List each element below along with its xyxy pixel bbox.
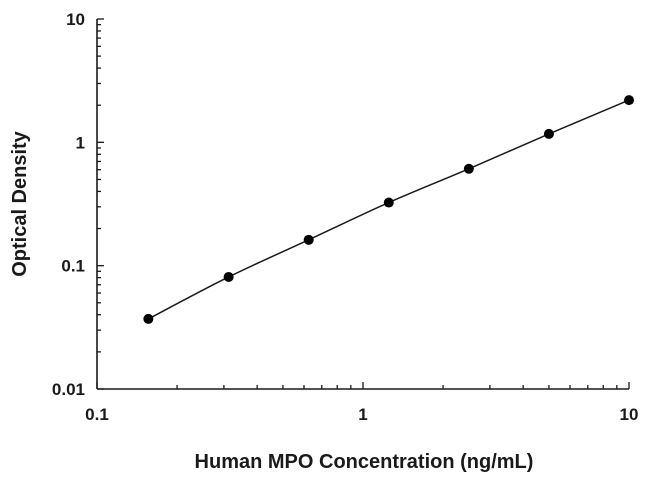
y-axis-title: Optical Density: [9, 130, 31, 276]
x-tick-label: 1: [358, 405, 367, 424]
data-point: [303, 234, 314, 245]
data-point: [383, 197, 394, 208]
data-points: [143, 95, 634, 324]
data-point: [543, 128, 554, 139]
data-point: [463, 163, 474, 174]
x-axis-title: Human MPO Concentration (ng/mL): [195, 451, 534, 473]
y-tick-label: 1: [76, 133, 85, 152]
data-point: [624, 95, 634, 106]
y-tick-label: 10: [66, 10, 85, 29]
fit-curve: [148, 99, 630, 320]
axes: [96, 19, 629, 390]
data-point: [143, 313, 154, 324]
y-tick-labels: 0.01 0.1 1 10: [52, 10, 85, 399]
y-tick-label: 0.01: [52, 380, 85, 399]
x-tick-label: 0.1: [85, 405, 109, 424]
x-ticks: [96, 382, 630, 389]
x-tick-labels: 0.1 1 10: [85, 405, 638, 424]
y-tick-label: 0.1: [61, 257, 85, 276]
y-ticks: [97, 18, 104, 390]
x-tick-label: 10: [620, 405, 639, 424]
data-point: [223, 271, 234, 282]
